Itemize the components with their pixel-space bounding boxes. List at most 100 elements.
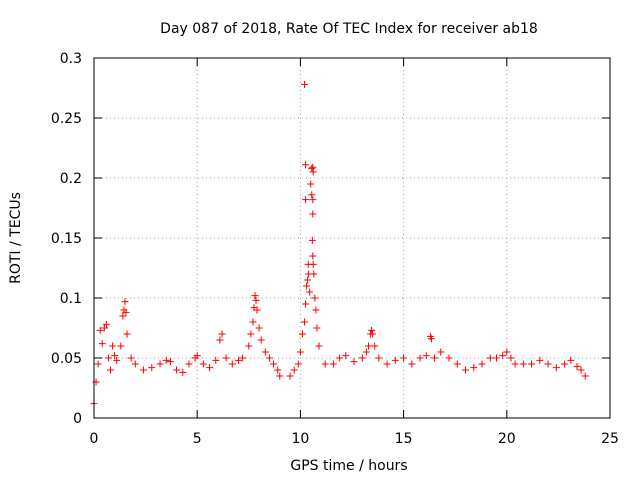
x-tick-label: 20 — [498, 431, 516, 447]
data-point — [303, 282, 311, 290]
data-point — [100, 324, 108, 332]
data-point — [453, 360, 461, 368]
data-point — [573, 362, 581, 370]
data-point — [286, 372, 294, 380]
data-point — [310, 270, 318, 278]
data-point — [308, 236, 316, 244]
data-point — [119, 312, 127, 320]
data-point — [577, 366, 585, 374]
data-point — [375, 354, 383, 362]
data-point — [416, 354, 424, 362]
data-point — [478, 360, 486, 368]
y-tick-label: 0.15 — [51, 231, 82, 247]
data-point — [462, 366, 470, 374]
data-point — [290, 366, 298, 374]
data-point — [253, 306, 261, 314]
data-point — [492, 354, 500, 362]
x-tick-label: 15 — [395, 431, 413, 447]
data-point — [552, 364, 560, 372]
data-point — [437, 348, 445, 356]
data-point — [422, 352, 430, 360]
data-point — [313, 324, 321, 332]
data-point — [371, 342, 379, 350]
data-point — [247, 330, 255, 338]
data-point — [391, 356, 399, 364]
data-point — [131, 360, 139, 368]
data-point — [528, 360, 536, 368]
data-point — [581, 372, 589, 380]
data-point — [252, 296, 260, 304]
plot-frame — [93, 57, 611, 419]
data-point — [308, 191, 316, 199]
y-tick-label: 0 — [73, 411, 82, 427]
y-tick-label: 0.3 — [60, 51, 82, 67]
data-point — [329, 360, 337, 368]
data-point — [561, 360, 569, 368]
data-point — [302, 196, 310, 204]
data-point — [109, 342, 117, 350]
data-point — [239, 354, 247, 362]
data-point — [336, 354, 344, 362]
data-point — [104, 354, 112, 362]
data-point — [309, 260, 317, 268]
data-point — [312, 306, 320, 314]
data-point — [519, 360, 527, 368]
data-point — [298, 330, 306, 338]
data-point — [304, 276, 312, 284]
data-point — [113, 356, 121, 364]
data-point — [216, 336, 224, 344]
data-point — [321, 360, 329, 368]
data-point — [544, 360, 552, 368]
data-point — [270, 360, 278, 368]
data-point — [427, 335, 435, 343]
data-point — [121, 298, 129, 306]
data-point — [173, 366, 181, 374]
data-point — [301, 318, 309, 326]
data-point — [218, 330, 226, 338]
x-tick-labels: 0 5 10 15 20 25 — [90, 431, 619, 447]
data-point — [486, 354, 494, 362]
data-point — [507, 354, 515, 362]
data-point — [306, 288, 314, 296]
y-tick-label: 0.2 — [60, 171, 82, 187]
data-point — [365, 342, 373, 350]
data-point — [261, 348, 269, 356]
data-point — [166, 358, 174, 366]
data-point — [408, 360, 416, 368]
y-tick-label: 0.05 — [51, 351, 82, 367]
data-point — [228, 360, 236, 368]
data-point — [307, 180, 315, 188]
x-tick-label: 0 — [90, 431, 99, 447]
data-point — [362, 348, 370, 356]
data-point — [185, 360, 193, 368]
data-point — [315, 342, 323, 350]
data-point — [274, 366, 282, 374]
data-point — [94, 360, 102, 368]
data-point — [117, 342, 125, 350]
data-point — [400, 354, 408, 362]
y-tick-labels: 0 0.05 0.1 0.15 0.2 0.25 0.3 — [51, 51, 82, 427]
y-axis-label: ROTI / TECUs — [8, 192, 24, 284]
data-point — [511, 360, 519, 368]
data-point — [567, 356, 575, 364]
data-point — [445, 354, 453, 362]
data-point — [296, 348, 304, 356]
data-point — [234, 356, 242, 364]
data-point — [127, 354, 135, 362]
data-point — [294, 360, 302, 368]
data-point — [301, 80, 309, 88]
data-point — [140, 366, 148, 374]
data-point — [102, 320, 110, 328]
data-point — [245, 342, 253, 350]
data-point — [162, 356, 170, 364]
data-point — [368, 326, 376, 334]
data-point — [255, 324, 263, 332]
data-point — [193, 352, 201, 360]
data-point — [199, 360, 207, 368]
data-point — [123, 330, 131, 338]
data-point — [276, 372, 284, 380]
data-point — [369, 330, 377, 338]
x-axis-label: GPS time / hours — [290, 458, 407, 474]
data-point — [212, 356, 220, 364]
